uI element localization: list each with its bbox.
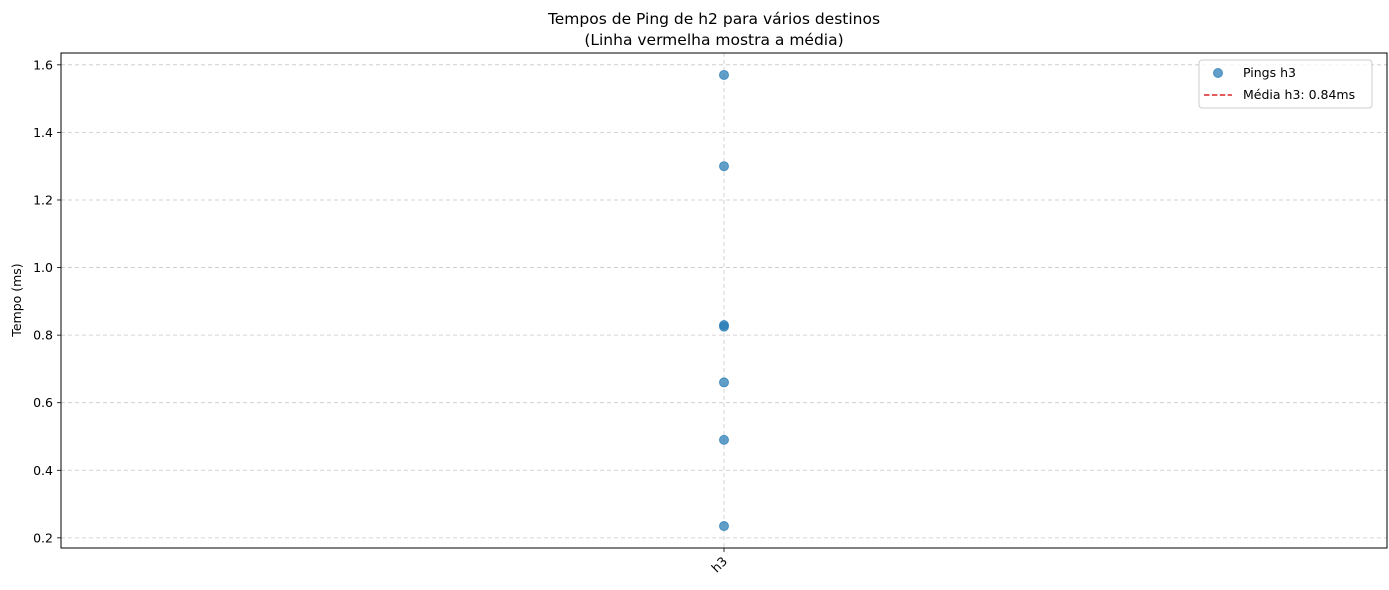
y-tick-label: 1.0: [33, 260, 53, 275]
data-point: [719, 377, 729, 388]
y-tick-label: 0.8: [33, 328, 53, 343]
plot-frame: [60, 52, 1388, 549]
legend: Pings h3 Média h3: 0.84ms: [1198, 59, 1373, 109]
chart-subtitle: (Linha vermelha mostra a média): [584, 31, 843, 49]
data-point: [719, 161, 729, 172]
y-tick-label: 0.4: [33, 463, 53, 478]
legend-label-mean: Média h3: 0.84ms: [1243, 87, 1355, 102]
data-point: [719, 321, 729, 332]
x-tick-label: h3: [708, 554, 730, 576]
data-point: [719, 521, 729, 532]
data-point: [719, 434, 729, 445]
chart-title: Tempos de Ping de h2 para vários destino…: [547, 10, 880, 28]
y-tick-label: 1.6: [33, 57, 53, 72]
legend-marker-pings: [1213, 68, 1223, 78]
grid-lines: [61, 53, 1387, 548]
legend-label-pings: Pings h3: [1243, 65, 1296, 80]
y-tick-label: 1.4: [33, 125, 53, 140]
legend-box: [1198, 59, 1373, 109]
y-axis-label: Tempo (ms): [9, 263, 24, 337]
data-point: [719, 69, 729, 80]
data-points: [719, 69, 729, 532]
y-tick-label: 1.2: [33, 192, 53, 207]
y-tick-label: 0.2: [33, 530, 53, 545]
y-tick-label: 0.6: [33, 395, 53, 410]
axis-ticks: 0.2 0.4 0.6 0.8 1.0 1.2 1.4 1.6 h3: [33, 57, 730, 575]
